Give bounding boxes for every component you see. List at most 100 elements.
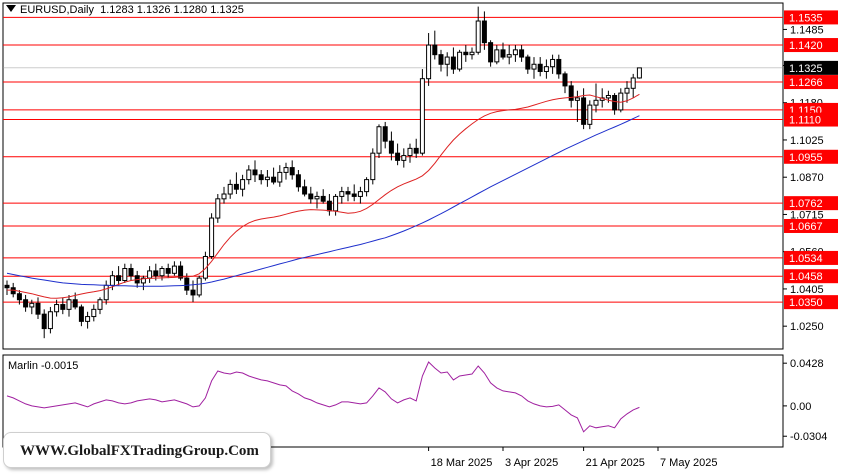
symbol-timeframe: EURUSD,Daily: [20, 4, 94, 16]
candlestick-series: [4, 6, 642, 339]
candle-body: [85, 316, 91, 322]
candle-body: [109, 275, 115, 286]
candle-body: [103, 284, 109, 301]
level-tag-label: 1.0534: [789, 253, 823, 265]
candle-body: [215, 198, 221, 219]
candle-body: [450, 56, 456, 70]
candle-body: [252, 169, 258, 176]
candle-body: [525, 56, 531, 70]
level-tag-label: 1.1110: [789, 115, 821, 127]
candle-body: [165, 268, 171, 274]
fast-moving-average-line: [7, 93, 640, 299]
candle-body: [395, 152, 401, 161]
candle-body: [66, 299, 72, 310]
candle-body: [209, 217, 215, 257]
watermark: WWW.GlobalFXTradingGroup.Com: [3, 432, 271, 468]
level-tag-label: 1.0458: [789, 271, 823, 283]
level-tag-box: [784, 250, 838, 265]
candle-body: [630, 77, 636, 89]
candle-body: [345, 191, 351, 195]
candle-body: [54, 304, 60, 313]
candle-body: [512, 49, 518, 56]
time-axis: 18 Mar 2025 3 Apr 2025 21 Apr 2025 7 May 20…: [428, 447, 717, 469]
candle-body: [271, 176, 277, 183]
candle-body: [432, 44, 438, 56]
dropdown-triangle-icon[interactable]: [6, 5, 16, 12]
candle-body: [29, 302, 35, 308]
candle-body: [574, 97, 580, 101]
level-tag-label: 1.1420: [789, 40, 823, 52]
candle-body: [537, 63, 543, 72]
candle-body: [568, 85, 574, 101]
level-tag-box: [784, 38, 838, 53]
level-tag-label: 1.0350: [789, 297, 823, 309]
candle-body: [221, 193, 227, 200]
price-panel: [2, 2, 784, 350]
candle-body: [47, 311, 53, 330]
support-resistance-levels: [3, 16, 783, 303]
candle-body: [605, 95, 611, 99]
candle-body: [147, 270, 153, 279]
candle-body: [16, 293, 22, 301]
candle-body: [320, 195, 326, 202]
candle-body: [444, 56, 450, 65]
level-tag-label: 1.0667: [789, 221, 823, 233]
level-tag-box: [784, 10, 838, 25]
candle-body: [258, 174, 264, 181]
level-tag-label: 1.0955: [789, 152, 823, 164]
indicator-tick-label: -0.0304: [790, 431, 827, 443]
candle-body: [382, 126, 388, 142]
candle-body: [413, 147, 419, 154]
price-tick-label: 1.1025: [790, 135, 824, 147]
indicator-tick-label: 0.00: [790, 401, 811, 413]
candle-body: [202, 255, 208, 279]
candle-body: [438, 54, 444, 65]
candle-body: [277, 171, 283, 183]
candle-body: [550, 58, 556, 68]
marlin-oscillator-line: [6, 361, 640, 433]
level-tag-label: 1.1266: [789, 77, 823, 89]
current-price-tag-box: [784, 60, 838, 75]
level-tag-label: 1.0762: [789, 198, 823, 210]
candle-body: [246, 169, 252, 181]
indicator-label: Marlin -0.0015: [8, 360, 79, 372]
candle-body: [72, 299, 78, 308]
candle-body: [78, 306, 84, 322]
candle-body: [233, 183, 239, 190]
price-tick-label: 1.1485: [790, 24, 824, 36]
candle-body: [35, 302, 41, 315]
candle-body: [351, 193, 357, 197]
price-panel-border: [2, 2, 784, 350]
slow-moving-average-line: [6, 115, 640, 287]
time-tick-label: 21 Apr 2025: [586, 457, 645, 469]
candle-body: [401, 155, 407, 161]
level-tag-box: [784, 75, 838, 90]
candle-body: [543, 66, 549, 72]
candle-body: [593, 99, 599, 106]
moving-averages: [6, 93, 640, 299]
candle-body: [481, 20, 487, 44]
indicator-panel: [2, 354, 784, 448]
level-price-tags: 1.15351.14201.12661.11501.11101.09551.07…: [784, 10, 838, 310]
candle-body: [469, 51, 475, 56]
candle-body: [159, 268, 165, 277]
candle-body: [457, 51, 463, 70]
candle-body: [494, 49, 500, 63]
time-tick-label: 7 May 2025: [660, 457, 717, 469]
candle-body: [60, 304, 66, 310]
candle-body: [556, 58, 562, 75]
candle-body: [4, 284, 10, 289]
candle-body: [388, 140, 394, 154]
candle-body: [581, 97, 587, 125]
candle-body: [122, 268, 128, 282]
level-tag-box: [784, 295, 838, 310]
candle-body: [91, 308, 97, 318]
chart-header: EURUSD,Daily 1.1283 1.1326 1.1280 1.1325: [6, 4, 244, 16]
level-tag-box: [784, 269, 838, 284]
marlin-oscillator-series: [6, 361, 640, 433]
level-tag-box: [784, 218, 838, 233]
candle-body: [339, 191, 345, 197]
candle-body: [302, 186, 308, 195]
indicator-axis: 0.0428 0.00 -0.0304: [783, 358, 827, 443]
